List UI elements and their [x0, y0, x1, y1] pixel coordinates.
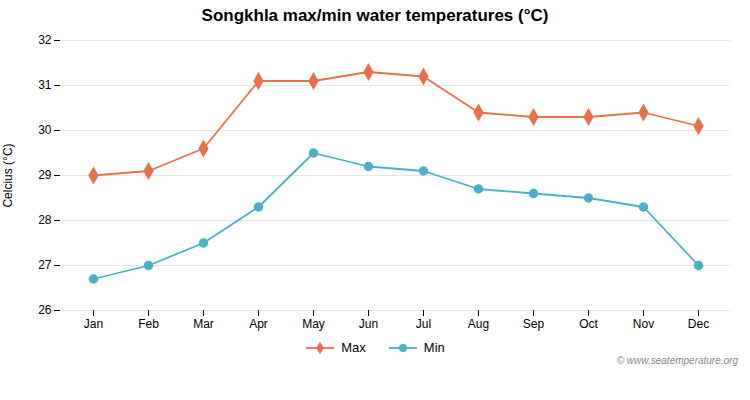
svg-text:Feb: Feb: [138, 317, 159, 331]
svg-text:27: 27: [38, 258, 52, 272]
svg-text:Dec: Dec: [688, 317, 709, 331]
svg-text:28: 28: [38, 213, 52, 227]
svg-text:30: 30: [38, 123, 52, 137]
svg-text:32: 32: [38, 33, 52, 47]
svg-text:Jul: Jul: [416, 317, 431, 331]
svg-text:Sep: Sep: [523, 317, 545, 331]
svg-text:Celcius (°C): Celcius (°C): [1, 143, 15, 207]
svg-text:31: 31: [38, 78, 52, 92]
html-text:© www.seatemperature.org: © www.seatemperature.org: [616, 355, 738, 366]
svg-text:Jan: Jan: [84, 317, 103, 331]
html-text:Min: Min: [423, 340, 445, 355]
svg-text:29: 29: [38, 168, 52, 182]
svg-text:Aug: Aug: [468, 317, 489, 331]
svg-text:Jun: Jun: [359, 317, 378, 331]
svg-text:Apr: Apr: [249, 317, 268, 331]
svg-text:May: May: [302, 317, 325, 331]
html-text:Max: Max: [341, 340, 366, 355]
svg-text:26: 26: [38, 303, 52, 317]
html-text:Songkhla max/min water tempera: Songkhla max/min water temperatures (°C): [201, 6, 549, 25]
svg-text:Oct: Oct: [579, 317, 598, 331]
svg-text:Nov: Nov: [633, 317, 654, 331]
svg-text:Mar: Mar: [193, 317, 214, 331]
